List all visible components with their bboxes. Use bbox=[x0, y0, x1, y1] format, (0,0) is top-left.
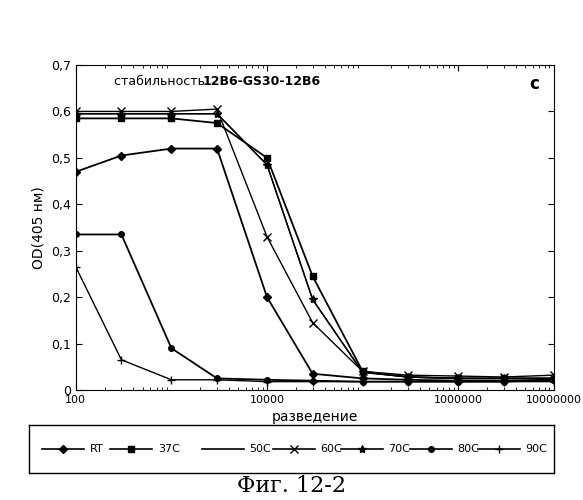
Text: RT: RT bbox=[90, 444, 103, 454]
Y-axis label: OD(405 нм): OD(405 нм) bbox=[31, 186, 45, 269]
Text: 70C: 70C bbox=[388, 444, 410, 454]
Text: 80C: 80C bbox=[457, 444, 479, 454]
Text: стабильность: стабильность bbox=[114, 74, 209, 88]
Text: 50C: 50C bbox=[250, 444, 271, 454]
Text: 90C: 90C bbox=[525, 444, 547, 454]
X-axis label: разведение: разведение bbox=[272, 410, 358, 424]
Text: 60C: 60C bbox=[321, 444, 342, 454]
Text: 37C: 37C bbox=[157, 444, 180, 454]
Text: 12B6-GS30-12B6: 12B6-GS30-12B6 bbox=[202, 74, 321, 88]
Text: Фиг. 12-2: Фиг. 12-2 bbox=[237, 476, 346, 498]
Text: c: c bbox=[529, 74, 539, 93]
